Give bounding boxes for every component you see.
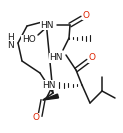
Text: HN: HN [40, 20, 54, 30]
Text: HO: HO [22, 36, 36, 45]
Text: O: O [83, 11, 90, 20]
Polygon shape [43, 94, 59, 100]
Text: O: O [32, 113, 39, 122]
Text: H: H [8, 34, 14, 43]
Text: HN: HN [42, 80, 56, 90]
Text: N: N [8, 41, 14, 51]
Text: HN: HN [49, 53, 63, 63]
Text: O: O [89, 53, 95, 63]
